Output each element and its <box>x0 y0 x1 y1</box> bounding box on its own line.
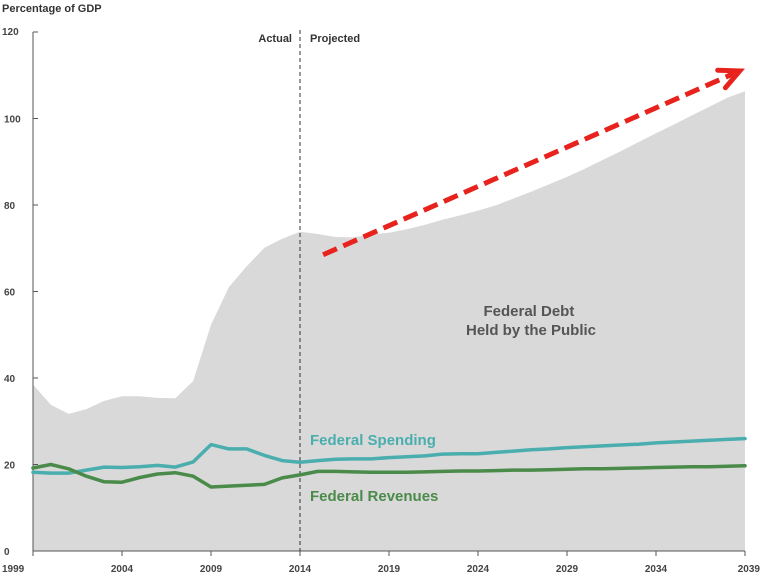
federal-revenues-label: Federal Revenues <box>310 488 438 505</box>
trend-arrow-shaft <box>322 71 736 258</box>
trend-arrow-head <box>715 67 745 91</box>
x-tick-label: 2004 <box>111 564 134 575</box>
y-tick-label: 20 <box>4 461 16 472</box>
federal-spending-label: Federal Spending <box>310 432 436 449</box>
y-tick-label: 0 <box>4 547 10 558</box>
y-tick-label: 40 <box>4 374 16 385</box>
federal-spending-line <box>31 436 747 475</box>
x-tick-label: 2039 <box>738 564 761 575</box>
y-tick-label: 80 <box>4 201 16 212</box>
y-tick-label: 60 <box>4 288 16 299</box>
x-tick-label: 2019 <box>378 564 401 575</box>
x-tick-labels: 1999 2004 2009 2014 2019 2024 2029 2034 2039 <box>2 551 760 575</box>
x-tick-label: 2024 <box>467 564 490 575</box>
actual-label: Actual <box>258 33 292 45</box>
debt-area-label: Federal Debt Held by the Public <box>466 303 596 339</box>
y-axis-title: Percentage of GDP <box>2 3 102 15</box>
x-tick-label: 2029 <box>556 564 579 575</box>
y-tick-labels: 0 20 40 60 80 100 120 <box>2 27 38 558</box>
federal-revenues-line <box>31 462 747 489</box>
y-tick-label: 120 <box>2 27 19 38</box>
debt-label-line-2: Held by the Public <box>466 322 596 339</box>
y-tick-label: 100 <box>4 115 21 126</box>
projected-label: Projected <box>310 33 360 45</box>
debt-area <box>33 91 745 552</box>
x-tick-label: 2014 <box>289 564 312 575</box>
debt-label-line-1: Federal Debt <box>483 303 574 320</box>
x-tick-label: 1999 <box>2 564 25 575</box>
x-tick-label: 2034 <box>645 564 668 575</box>
x-tick-label: 2009 <box>200 564 223 575</box>
